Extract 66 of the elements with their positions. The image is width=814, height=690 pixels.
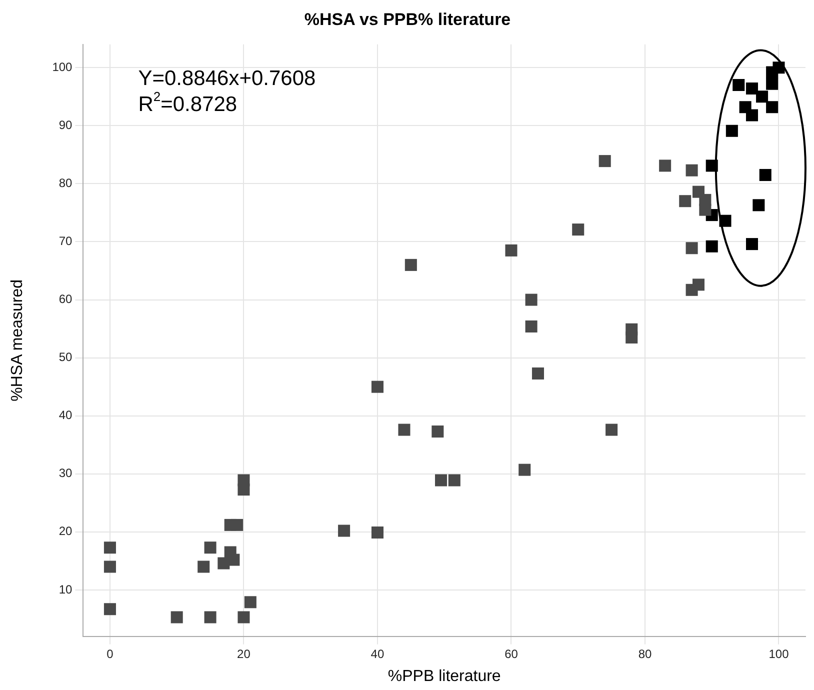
point bbox=[238, 484, 250, 496]
point bbox=[746, 238, 758, 250]
point bbox=[659, 160, 672, 172]
point bbox=[525, 294, 538, 306]
y-tick-label: 100 bbox=[52, 60, 73, 74]
point bbox=[518, 464, 531, 476]
point bbox=[505, 244, 518, 256]
point bbox=[404, 258, 417, 271]
chart-title: %HSA vs PPB% literature bbox=[304, 10, 511, 29]
point bbox=[726, 124, 738, 137]
point bbox=[432, 426, 444, 438]
point bbox=[679, 195, 692, 208]
y-tick-label: 40 bbox=[58, 408, 73, 422]
y-tick-label: 10 bbox=[58, 582, 73, 596]
y-tick-label: 30 bbox=[58, 466, 73, 480]
y-tick-label: 80 bbox=[58, 176, 73, 190]
point bbox=[371, 526, 384, 539]
y-tick-label: 90 bbox=[58, 118, 73, 132]
point bbox=[686, 242, 698, 254]
point bbox=[204, 611, 216, 624]
annotation: Y=0.8846x+0.7608 bbox=[138, 67, 316, 90]
point bbox=[626, 331, 638, 344]
point bbox=[198, 560, 210, 573]
point bbox=[746, 82, 758, 95]
point bbox=[371, 380, 384, 393]
point bbox=[766, 78, 778, 90]
point bbox=[598, 155, 611, 168]
point bbox=[448, 474, 460, 486]
y-tick-label: 20 bbox=[58, 524, 73, 538]
point bbox=[238, 611, 250, 624]
y-tick-label: 70 bbox=[58, 234, 73, 248]
point bbox=[104, 542, 116, 554]
x-axis-title: %PPB literature bbox=[388, 668, 501, 685]
point bbox=[759, 168, 772, 181]
y-tick-label: 60 bbox=[58, 292, 73, 306]
point bbox=[204, 542, 216, 554]
point bbox=[706, 240, 718, 252]
point bbox=[104, 560, 116, 573]
point bbox=[435, 474, 448, 486]
x-tick-label: 100 bbox=[768, 646, 790, 661]
y-axis-title: %HSA measured bbox=[9, 279, 26, 402]
y-tick-label: 50 bbox=[58, 350, 73, 364]
point bbox=[756, 90, 768, 103]
x-tick-label: 0 bbox=[106, 646, 114, 661]
point bbox=[104, 603, 116, 616]
point bbox=[525, 320, 538, 332]
point bbox=[686, 284, 698, 296]
point bbox=[686, 164, 698, 176]
x-tick-label: 80 bbox=[638, 646, 652, 661]
point bbox=[766, 101, 778, 114]
point bbox=[338, 524, 350, 537]
point bbox=[606, 424, 618, 436]
point bbox=[170, 611, 183, 624]
point bbox=[752, 199, 765, 212]
point bbox=[572, 224, 584, 236]
point bbox=[244, 596, 256, 608]
x-tick-label: 20 bbox=[237, 646, 251, 661]
x-tick-label: 40 bbox=[370, 646, 384, 661]
point bbox=[772, 62, 785, 74]
point bbox=[398, 424, 410, 436]
point bbox=[746, 109, 758, 122]
point bbox=[231, 518, 244, 531]
point bbox=[732, 79, 745, 92]
point bbox=[699, 204, 712, 216]
x-tick-label: 60 bbox=[504, 646, 518, 661]
point bbox=[532, 367, 544, 380]
